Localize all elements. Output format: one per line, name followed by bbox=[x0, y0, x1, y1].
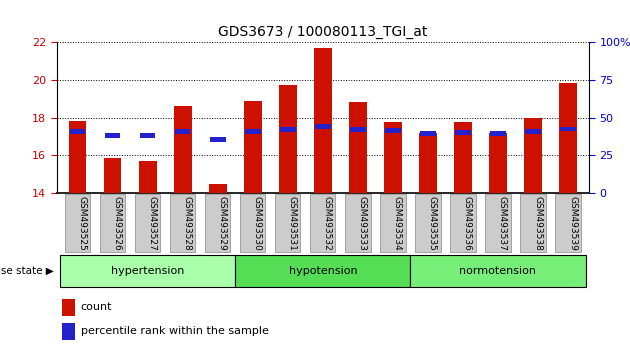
Text: normotension: normotension bbox=[459, 266, 537, 276]
Text: GSM493539: GSM493539 bbox=[568, 195, 577, 251]
Text: GSM493538: GSM493538 bbox=[533, 195, 542, 251]
FancyBboxPatch shape bbox=[520, 194, 546, 252]
Bar bbox=[455, 130, 471, 135]
Bar bbox=[454, 122, 472, 193]
Bar bbox=[385, 129, 401, 133]
FancyBboxPatch shape bbox=[236, 255, 410, 287]
Bar bbox=[139, 161, 156, 193]
Text: GSM493526: GSM493526 bbox=[113, 196, 122, 250]
Text: GSM493530: GSM493530 bbox=[253, 195, 262, 251]
Bar bbox=[314, 48, 331, 193]
Bar bbox=[384, 122, 402, 193]
Text: GSM493533: GSM493533 bbox=[358, 195, 367, 251]
Text: GSM493531: GSM493531 bbox=[288, 195, 297, 251]
Bar bbox=[279, 85, 297, 193]
Bar bbox=[140, 133, 156, 138]
FancyBboxPatch shape bbox=[65, 194, 90, 252]
FancyBboxPatch shape bbox=[135, 194, 161, 252]
FancyBboxPatch shape bbox=[205, 194, 231, 252]
FancyBboxPatch shape bbox=[450, 194, 476, 252]
Bar bbox=[69, 121, 86, 193]
Bar bbox=[245, 129, 261, 134]
FancyBboxPatch shape bbox=[485, 194, 510, 252]
Bar bbox=[560, 126, 576, 131]
FancyBboxPatch shape bbox=[240, 194, 265, 252]
Text: percentile rank within the sample: percentile rank within the sample bbox=[81, 326, 268, 336]
Bar bbox=[104, 158, 122, 193]
Text: hypertension: hypertension bbox=[111, 266, 185, 276]
FancyBboxPatch shape bbox=[170, 194, 195, 252]
FancyBboxPatch shape bbox=[410, 255, 585, 287]
Bar bbox=[70, 129, 86, 134]
Bar bbox=[490, 131, 506, 136]
Bar bbox=[419, 133, 437, 193]
Text: GSM493536: GSM493536 bbox=[463, 195, 472, 251]
FancyBboxPatch shape bbox=[60, 255, 236, 287]
Bar bbox=[349, 102, 367, 193]
Bar bbox=[280, 127, 295, 132]
Bar bbox=[210, 137, 226, 142]
FancyBboxPatch shape bbox=[100, 194, 125, 252]
Text: GSM493534: GSM493534 bbox=[393, 196, 402, 250]
Bar bbox=[244, 101, 261, 193]
Text: hypotension: hypotension bbox=[289, 266, 357, 276]
Bar bbox=[315, 124, 331, 129]
Bar bbox=[209, 184, 227, 193]
Bar bbox=[490, 133, 507, 193]
Text: disease state ▶: disease state ▶ bbox=[0, 266, 54, 276]
Bar bbox=[62, 299, 76, 316]
FancyBboxPatch shape bbox=[345, 194, 370, 252]
FancyBboxPatch shape bbox=[556, 194, 581, 252]
Bar bbox=[174, 107, 192, 193]
Bar bbox=[175, 129, 190, 134]
Bar bbox=[525, 129, 541, 134]
FancyBboxPatch shape bbox=[415, 194, 440, 252]
Bar bbox=[559, 83, 577, 193]
Title: GDS3673 / 100080113_TGI_at: GDS3673 / 100080113_TGI_at bbox=[218, 25, 428, 39]
Bar bbox=[62, 323, 76, 340]
Text: GSM493525: GSM493525 bbox=[77, 196, 87, 250]
FancyBboxPatch shape bbox=[275, 194, 301, 252]
FancyBboxPatch shape bbox=[310, 194, 336, 252]
Bar bbox=[524, 118, 542, 193]
Text: GSM493537: GSM493537 bbox=[498, 195, 507, 251]
Text: GSM493527: GSM493527 bbox=[148, 196, 157, 250]
Text: GSM493535: GSM493535 bbox=[428, 195, 437, 251]
Bar bbox=[105, 133, 120, 138]
FancyBboxPatch shape bbox=[381, 194, 406, 252]
Bar bbox=[420, 131, 436, 136]
Bar bbox=[350, 127, 365, 132]
Text: count: count bbox=[81, 302, 112, 312]
Text: GSM493528: GSM493528 bbox=[183, 196, 192, 250]
Text: GSM493532: GSM493532 bbox=[323, 196, 332, 250]
Text: GSM493529: GSM493529 bbox=[218, 196, 227, 250]
